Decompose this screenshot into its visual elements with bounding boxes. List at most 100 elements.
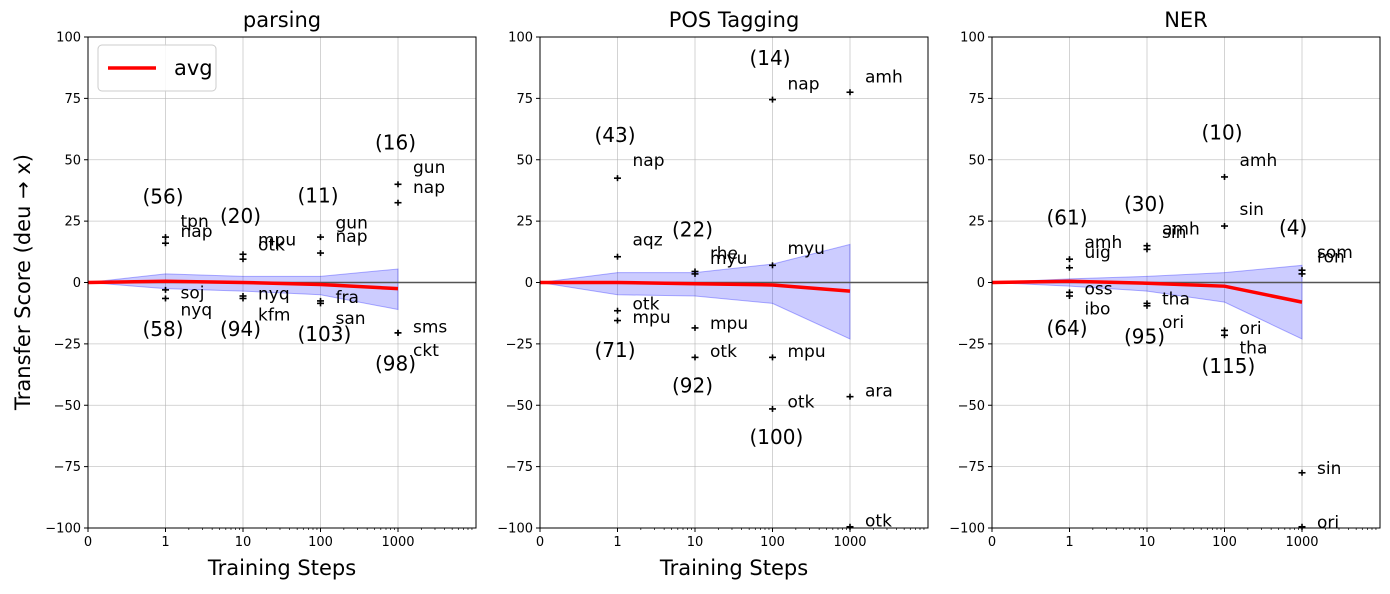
- annotation-count: (43): [595, 123, 636, 147]
- annotation-language: som: [1317, 243, 1353, 263]
- legend: avg: [97, 44, 217, 92]
- annotation-language: ibo: [1085, 299, 1111, 319]
- annotation-language: gun: [336, 213, 368, 233]
- annotation-language: sin: [1317, 459, 1341, 479]
- annotation-count: (92): [672, 374, 713, 398]
- y-tick-label: −50: [958, 399, 985, 414]
- annotation-language: ara: [865, 382, 893, 402]
- y-tick-label: −25: [958, 337, 985, 352]
- annotation-language: nap: [181, 222, 213, 242]
- x-axis-label: Training Steps: [659, 556, 808, 580]
- chart-title: POS Tagging: [669, 8, 800, 32]
- annotation-language: amh: [1162, 219, 1200, 239]
- annotation-language: otk: [258, 235, 285, 255]
- data-point: [769, 354, 776, 361]
- annotation-language: tha: [1240, 339, 1268, 359]
- y-tick-label: −50: [54, 399, 81, 414]
- annotation-language: myu: [788, 239, 825, 259]
- annotation-count: (11): [298, 183, 339, 207]
- data-point: [394, 181, 402, 188]
- x-tick-label: 100: [760, 535, 785, 550]
- annotation-count: (115): [1202, 354, 1256, 378]
- annotation-language: ckt: [413, 341, 439, 361]
- annotation-count: (16): [375, 131, 416, 155]
- y-tick-label: −50: [506, 399, 533, 414]
- x-tick-label: 100: [1212, 535, 1237, 550]
- data-point: [162, 295, 169, 302]
- annotation-language: otk: [788, 393, 815, 413]
- annotation-language: ron: [1317, 248, 1345, 268]
- data-point: [614, 317, 621, 324]
- data-point: [691, 354, 699, 361]
- annotation-language: nyq: [181, 301, 213, 321]
- annotation-language: sin: [1240, 200, 1264, 220]
- y-tick-label: 100: [56, 31, 81, 46]
- annotation-language: uig: [1085, 243, 1111, 263]
- x-tick-label: 10: [235, 535, 252, 550]
- x-tick-label: 1: [1065, 535, 1073, 550]
- data-point: [769, 262, 776, 269]
- y-tick-label: 100: [508, 31, 533, 46]
- annotation-language: sin: [1162, 223, 1186, 243]
- annotation-language: otk: [865, 512, 892, 532]
- data-point: [1143, 246, 1151, 253]
- data-point: [394, 329, 402, 336]
- x-tick-label: 10: [1139, 535, 1156, 550]
- x-tick-label: 1000: [833, 535, 866, 550]
- legend-box: [97, 44, 217, 92]
- annotation-language: nap: [413, 178, 445, 198]
- x-tick-label: 1: [613, 535, 621, 550]
- annotation-language: aqz: [633, 231, 663, 251]
- y-tick-label: −25: [54, 337, 81, 352]
- y-tick-label: 75: [516, 92, 533, 107]
- annotation-count: (71): [595, 338, 636, 362]
- data-point: [691, 270, 699, 277]
- annotation-language: san: [336, 309, 366, 329]
- data-point: [691, 324, 699, 331]
- y-tick-label: −75: [506, 460, 533, 475]
- annotation-count: (98): [375, 352, 416, 376]
- annotation-language: otk: [633, 294, 660, 314]
- y-tick-label: 0: [73, 276, 81, 291]
- y-tick-label: 50: [968, 153, 985, 168]
- annotation-count: (95): [1124, 325, 1165, 349]
- y-tick-label: 0: [525, 276, 533, 291]
- data-point: [394, 199, 402, 206]
- chart-panel-0: tpnnapsojnyq(56)(58)mpuotknyqkfm(20)(94)…: [45, 8, 477, 580]
- legend-label: avg: [174, 56, 213, 80]
- annotation-language: otk: [710, 342, 737, 362]
- y-tick-label: −75: [54, 460, 81, 475]
- data-point: [1066, 256, 1073, 263]
- chart-panel-1: napaqzotkmpu(43)(71)rhemyumpuotk(22)(92)…: [497, 8, 929, 580]
- annotation-language: amh: [1240, 151, 1278, 171]
- annotation-count: (14): [750, 46, 791, 70]
- x-tick-label: 100: [308, 535, 333, 550]
- data-point: [769, 96, 776, 103]
- annotation-count: (20): [220, 204, 261, 228]
- y-tick-label: 100: [960, 31, 985, 46]
- annotation-count: (10): [1202, 121, 1243, 145]
- y-tick-label: 75: [968, 92, 985, 107]
- annotation-language: oss: [1085, 280, 1113, 300]
- data-point: [1066, 264, 1073, 271]
- chart-title: NER: [1164, 8, 1208, 32]
- annotation-count: (61): [1047, 205, 1088, 229]
- annotation-count: (100): [750, 425, 804, 449]
- annotation-language: tpn: [181, 212, 209, 232]
- x-tick-label: 0: [988, 535, 996, 550]
- x-tick-label: 0: [84, 535, 92, 550]
- annotation-language: sms: [413, 318, 447, 338]
- annotation-count: (103): [298, 322, 352, 346]
- annotation-language: amh: [1085, 233, 1123, 253]
- y-tick-label: −100: [949, 522, 985, 537]
- data-point: [317, 234, 324, 241]
- y-axis-label: Transfer Score (deu → x): [11, 154, 35, 411]
- chart-title: parsing: [243, 8, 321, 32]
- data-point: [1221, 332, 1228, 339]
- data-point: [239, 256, 247, 263]
- data-point: [317, 300, 324, 307]
- data-point: [1143, 302, 1151, 309]
- annotation-language: ori: [1317, 513, 1339, 533]
- y-tick-label: 25: [968, 215, 985, 230]
